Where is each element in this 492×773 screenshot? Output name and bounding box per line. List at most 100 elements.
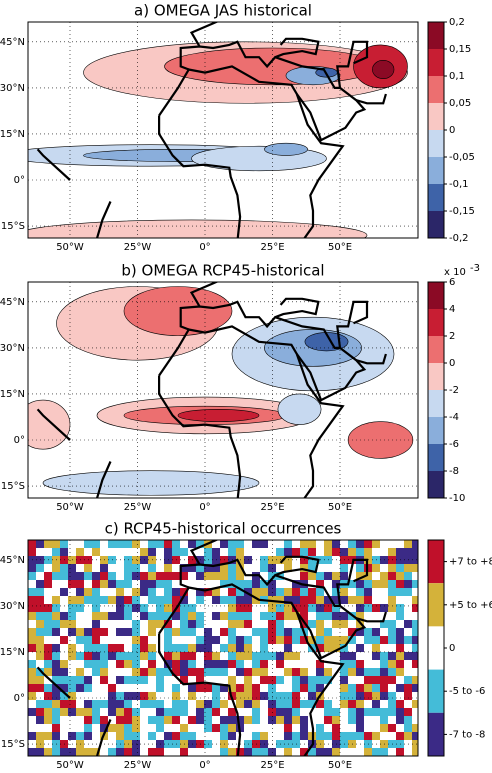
grid-cell <box>204 644 212 652</box>
grid-cell <box>268 564 276 572</box>
grid-cell <box>404 572 412 580</box>
grid-cell <box>36 580 44 588</box>
grid-cell <box>52 708 60 716</box>
grid-cell <box>388 580 396 588</box>
y-tick-label: 45°N <box>0 555 25 566</box>
grid-cell <box>180 588 188 596</box>
grid-cell <box>276 628 284 636</box>
grid-cell <box>140 580 148 588</box>
grid-cell <box>156 716 164 724</box>
grid-cell <box>84 676 92 684</box>
grid-cell <box>36 588 44 596</box>
grid-cell <box>212 724 220 732</box>
grid-cell <box>28 548 36 556</box>
grid-cell <box>228 676 236 684</box>
grid-cell <box>76 708 84 716</box>
grid-cell <box>356 604 364 612</box>
grid-cell <box>316 604 324 612</box>
grid-cell <box>268 676 276 684</box>
grid-cell <box>212 572 220 580</box>
grid-cell <box>284 708 292 716</box>
grid-cell <box>260 676 268 684</box>
grid-cell <box>244 700 252 708</box>
grid-cell <box>396 628 404 636</box>
grid-cell <box>380 652 388 660</box>
grid-cell <box>244 620 252 628</box>
grid-cell <box>332 732 340 740</box>
grid-cell <box>316 748 324 756</box>
grid-cell <box>404 636 412 644</box>
grid-cell <box>156 748 164 756</box>
grid-cell <box>124 564 132 572</box>
grid-cell <box>284 724 292 732</box>
grid-cell <box>116 676 124 684</box>
grid-cell <box>36 620 44 628</box>
grid-cell <box>356 580 364 588</box>
grid-cell <box>140 636 148 644</box>
grid-cell <box>68 604 76 612</box>
grid-cell <box>132 596 140 604</box>
x-tick-label: 50°E <box>328 760 352 771</box>
grid-cell <box>84 596 92 604</box>
grid-cell <box>388 700 396 708</box>
colorbar-label: -7 to -8 <box>449 729 485 740</box>
grid-cell <box>100 628 108 636</box>
grid-cell <box>388 652 396 660</box>
grid-cell <box>76 572 84 580</box>
grid-cell <box>148 700 156 708</box>
contour-area <box>28 399 71 450</box>
grid-cell <box>380 676 388 684</box>
grid-cell <box>236 588 244 596</box>
grid-cell <box>228 684 236 692</box>
grid-cell <box>236 564 244 572</box>
grid-cell <box>300 668 308 676</box>
map-frame <box>27 21 419 239</box>
grid-cell <box>212 596 220 604</box>
grid-cell <box>284 596 292 604</box>
grid-cell <box>396 708 404 716</box>
grid-cell <box>252 684 260 692</box>
grid-cell <box>148 548 156 556</box>
grid-cell <box>220 644 228 652</box>
grid-cell <box>180 700 188 708</box>
grid-cell <box>332 572 340 580</box>
grid-cell <box>292 700 300 708</box>
grid-cell <box>36 636 44 644</box>
grid-cell <box>196 588 204 596</box>
grid-cell <box>260 580 268 588</box>
grid-cell <box>76 732 84 740</box>
grid-cell <box>364 692 372 700</box>
grid-cell <box>300 596 308 604</box>
grid-cell <box>276 692 284 700</box>
grid-cell <box>100 564 108 572</box>
grid-cell <box>116 604 124 612</box>
grid-cell <box>140 692 148 700</box>
grid-cell <box>172 612 180 620</box>
grid-cell <box>140 652 148 660</box>
grid-cell <box>60 700 68 708</box>
grid-cell <box>68 580 76 588</box>
grid-cell <box>148 612 156 620</box>
grid-cell <box>340 652 348 660</box>
grid-cell <box>164 572 172 580</box>
grid-cell <box>124 540 132 548</box>
grid-cell <box>372 708 380 716</box>
grid-cell <box>364 732 372 740</box>
grid-cell <box>68 748 76 756</box>
grid-cell <box>172 668 180 676</box>
colorbar-label: -6 <box>449 439 459 450</box>
coastline <box>158 633 242 756</box>
grid-cell <box>396 748 404 756</box>
grid-cell <box>276 660 284 668</box>
grid-cell <box>52 652 60 660</box>
grid-cell <box>28 684 36 692</box>
grid-cell <box>404 716 412 724</box>
grid-cell <box>52 684 60 692</box>
grid-cell <box>108 700 116 708</box>
coastline <box>158 375 242 498</box>
grid-cell <box>412 644 418 652</box>
grid-cell <box>268 572 276 580</box>
grid-cell <box>60 692 68 700</box>
grid-cell <box>84 628 92 636</box>
grid-cell <box>284 644 292 652</box>
